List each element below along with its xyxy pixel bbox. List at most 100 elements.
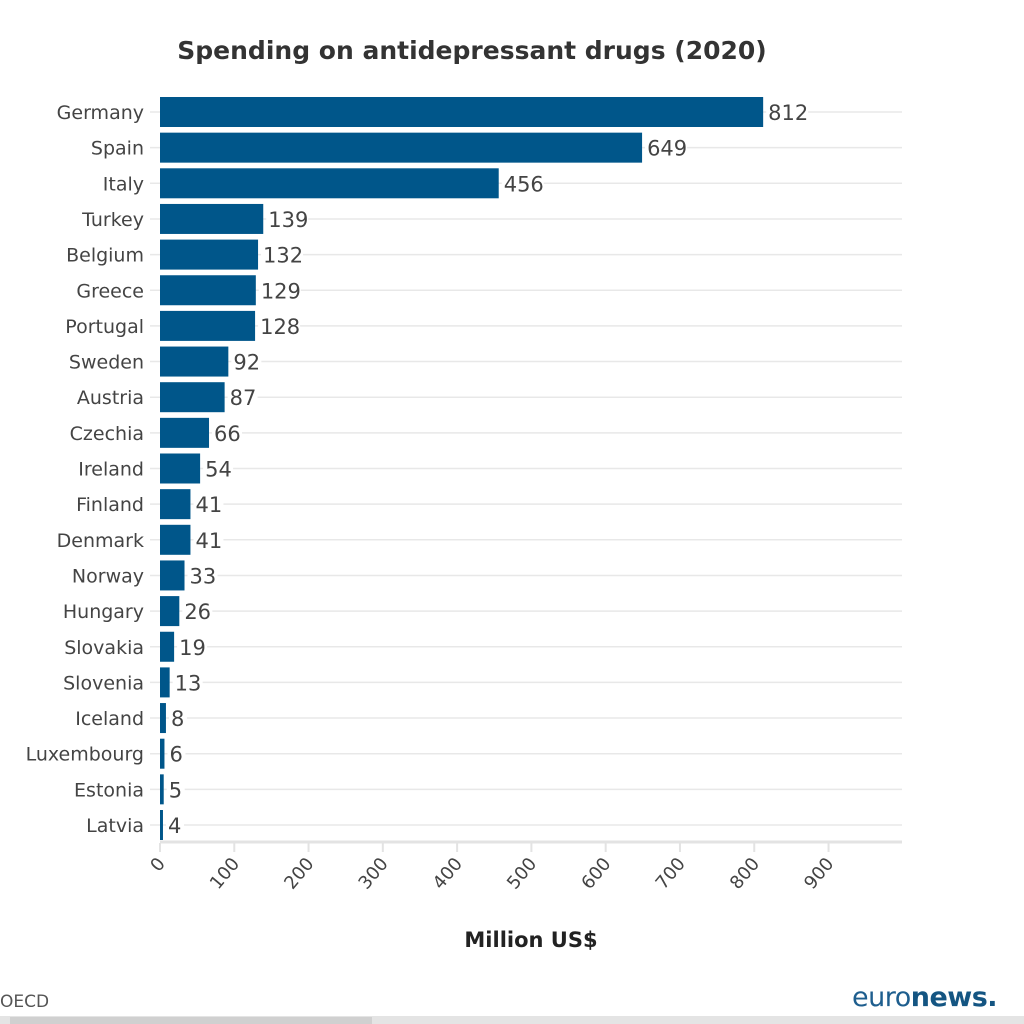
value-label: 41 [195, 493, 222, 517]
x-tick-label: 600 [577, 854, 615, 894]
value-label-bg [172, 671, 203, 694]
value-label: 19 [179, 636, 206, 660]
x-tick-label: 0 [146, 854, 169, 876]
value-label: 13 [175, 671, 202, 695]
category-label: Italy [103, 173, 144, 195]
value-label-bg [766, 101, 809, 123]
bar [160, 97, 764, 127]
bar [160, 346, 229, 377]
bar [160, 596, 180, 627]
bar [160, 417, 210, 448]
value-label-bg [193, 493, 224, 516]
x-tick-label: 300 [354, 854, 392, 894]
bar [160, 382, 225, 413]
value-label-bg [227, 386, 258, 409]
value-label-bg [165, 814, 184, 836]
bar [160, 168, 499, 199]
value-label: 87 [230, 386, 257, 410]
x-tick-label: 700 [652, 854, 690, 894]
bar [160, 453, 201, 484]
category-label: Germany [57, 102, 144, 124]
value-label: 5 [169, 778, 182, 802]
value-label: 54 [205, 458, 232, 482]
bar [160, 631, 175, 662]
value-label: 129 [261, 279, 301, 303]
category-label: Sweden [69, 352, 144, 374]
value-label: 8 [171, 707, 184, 731]
value-label-bg [167, 742, 186, 765]
bar [160, 524, 191, 555]
logo-light: euro [852, 982, 911, 1013]
category-label: Belgium [66, 245, 144, 267]
value-label-bg [258, 314, 301, 337]
logo-bold: news. [910, 982, 998, 1013]
x-tick-label: 800 [726, 854, 764, 894]
category-label: Latvia [86, 815, 144, 837]
category-label: Spain [91, 138, 144, 160]
value-label: 812 [768, 101, 808, 125]
value-label: 33 [190, 564, 217, 588]
bar [160, 810, 163, 840]
value-label-bg [645, 136, 688, 159]
value-label: 92 [233, 351, 260, 375]
category-label: Denmark [57, 530, 144, 552]
bar [160, 489, 191, 520]
chart-title: Spending on antidepressant drugs (2020) [177, 36, 767, 65]
value-label: 128 [260, 315, 300, 339]
category-label: Slovakia [64, 637, 144, 659]
bar [160, 275, 256, 306]
bar [160, 738, 165, 769]
value-label-bg [177, 635, 208, 658]
euronews-logo: euronews. [852, 982, 998, 1013]
bar [160, 774, 164, 805]
x-axis-title: Million US$ [464, 928, 597, 952]
value-label: 456 [504, 172, 544, 196]
bar [160, 667, 170, 698]
category-label: Estonia [74, 779, 144, 801]
value-label: 26 [184, 600, 211, 624]
value-label: 66 [214, 422, 241, 446]
value-label: 139 [268, 208, 308, 232]
value-label-bg [212, 421, 243, 444]
category-label: Turkey [81, 209, 144, 231]
source-label: OECD [0, 992, 50, 1012]
value-label: 41 [195, 529, 222, 553]
value-label: 132 [263, 244, 303, 268]
value-label-bg [231, 350, 262, 373]
category-label: Portugal [65, 316, 144, 338]
x-tick-label: 100 [206, 854, 244, 894]
value-label-bg [193, 528, 224, 551]
value-label-bg [501, 172, 544, 195]
category-label: Slovenia [63, 672, 144, 694]
value-label-bg [261, 243, 304, 266]
x-tick-label: 400 [429, 854, 467, 894]
category-label: Hungary [63, 601, 144, 623]
x-tick-label: 900 [800, 854, 838, 894]
x-tick-label: 500 [503, 854, 541, 894]
value-label-bg [168, 707, 187, 730]
bar [160, 310, 256, 341]
bar [160, 560, 185, 591]
value-label: 6 [169, 743, 182, 767]
category-label: Norway [72, 565, 144, 587]
category-label: Iceland [75, 708, 144, 730]
scrollbar-thumb[interactable] [10, 1017, 372, 1024]
value-label-bg [187, 564, 218, 587]
x-tick-label: 200 [280, 854, 318, 894]
bar [160, 703, 166, 734]
horizontal-scrollbar[interactable] [0, 1016, 1024, 1024]
category-label: Finland [76, 494, 144, 516]
bar [160, 203, 264, 234]
value-label-bg [166, 778, 185, 801]
value-label-bg [258, 279, 301, 302]
value-label: 4 [168, 814, 181, 838]
value-label-bg [182, 600, 213, 623]
bar [160, 132, 643, 163]
value-label-bg [203, 457, 234, 480]
category-label: Czechia [70, 423, 144, 445]
category-label: Ireland [78, 459, 144, 481]
category-label: Austria [77, 387, 144, 409]
category-label: Greece [76, 280, 144, 302]
category-label: Luxembourg [26, 744, 144, 766]
